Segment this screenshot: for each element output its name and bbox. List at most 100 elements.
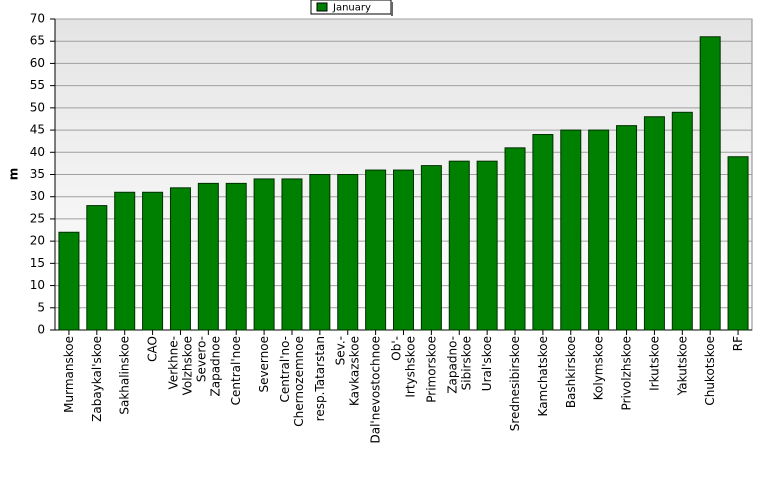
x-tick-label: Srednesibirskoe [508, 336, 522, 431]
label-line: Severo- [194, 336, 208, 382]
y-tick-label: 35 [30, 167, 45, 181]
x-tick-label: Central'noe [229, 336, 243, 405]
y-tick-label: 55 [30, 78, 45, 92]
bar [393, 169, 414, 331]
y-tick-label: 0 [37, 323, 45, 337]
bar [448, 160, 470, 331]
label-line: Srednesibirskoe [508, 336, 522, 431]
x-tick-label: Ural'skoe [480, 336, 494, 391]
label-line: Yakutskoe [675, 336, 689, 396]
x-tick-label: Sev.-Kavkazskoe [333, 336, 361, 406]
label-line: Sibirskoe [459, 336, 473, 390]
y-tick-label: 10 [30, 278, 45, 292]
y-tick-label: 25 [30, 211, 45, 225]
label-line: Irkutskoe [647, 336, 661, 391]
label-line: Central'no- [277, 336, 291, 403]
label-line: Primorskoe [424, 336, 438, 403]
x-tick-label: Murmanskoe [61, 336, 75, 413]
label-line: Sakhalinskoe [117, 336, 131, 415]
bar [142, 191, 164, 331]
legend-label: January [332, 3, 371, 14]
legend-swatch [316, 2, 328, 12]
x-tick-label: resp.Tatarstan [312, 336, 326, 421]
label-line: Privolzhskoe [619, 336, 633, 410]
label-line: Volzhskoe [180, 336, 194, 395]
bar [643, 116, 665, 331]
bar [420, 165, 442, 331]
label-line: Zapadnoe [208, 336, 222, 397]
legend: January [310, 0, 393, 16]
label-line: Central'noe [229, 336, 243, 405]
y-tick-label: 15 [30, 256, 45, 270]
y-tick-label: 20 [30, 234, 45, 248]
bar [560, 129, 582, 331]
y-tick-label: 45 [30, 123, 45, 137]
label-line: Severnoe [257, 336, 271, 393]
label-line: Bashkirskoe [563, 336, 577, 408]
bar [504, 147, 526, 331]
label-line: Ural'skoe [480, 336, 494, 391]
label-line: Kolymskoe [591, 336, 605, 400]
label-line: resp.Tatarstan [312, 336, 326, 421]
bar [86, 205, 108, 331]
y-tick-label: 65 [30, 34, 45, 48]
y-tick-label: 40 [30, 145, 45, 159]
y-tick-label: 30 [30, 189, 45, 203]
x-tick-label: Dal'nevostochnoe [368, 336, 382, 444]
bar [197, 182, 219, 331]
label-line: Chukotskoe [703, 336, 717, 406]
bar [588, 129, 610, 331]
x-tick-label: Severo-Zapadnoe [194, 336, 222, 397]
x-tick-label: Privolzhskoe [619, 336, 633, 410]
bar [616, 125, 638, 331]
x-tick-label: Verkhne-Volzhskoe [166, 336, 194, 395]
label-line: RF [731, 336, 745, 351]
bar [365, 169, 387, 331]
bar [337, 174, 359, 331]
y-tick-label: 60 [30, 56, 45, 70]
x-tick-label: Irkutskoe [647, 336, 661, 391]
bar [476, 160, 498, 331]
x-tick-label: Central'no-Chernozemnoe [277, 336, 305, 427]
x-tick-label: Kolymskoe [591, 336, 605, 400]
y-axis-label: m [7, 168, 21, 181]
x-tick-label: Sakhalinskoe [117, 336, 131, 415]
label-line: Murmanskoe [61, 336, 75, 413]
label-line: Kavkazskoe [347, 336, 361, 406]
x-tick-label: Bashkirskoe [563, 336, 577, 408]
x-tick-label: Zapadno-Sibirskoe [445, 336, 473, 394]
bar [727, 156, 749, 331]
x-tick-label: CAO [145, 336, 159, 362]
bar [699, 36, 721, 331]
x-tick-label: Zabaykal'skoe [89, 336, 103, 422]
y-tick-label: 5 [37, 300, 45, 314]
label-line: CAO [145, 336, 159, 362]
x-tick-label: Severnoe [257, 336, 271, 393]
x-tick-label: Chukotskoe [703, 336, 717, 406]
bar [169, 187, 191, 331]
bar [114, 191, 136, 331]
x-tick-label: RF [731, 336, 745, 351]
bar [253, 178, 275, 331]
x-tick-label: Yakutskoe [675, 336, 689, 396]
bar [671, 111, 693, 331]
label-line: Kamchatskoe [535, 336, 549, 416]
label-line: Irtyshskoe [403, 336, 417, 398]
y-tick-label: 70 [30, 12, 45, 26]
bar [225, 182, 247, 331]
label-line: Zabaykal'skoe [89, 336, 103, 422]
x-tick-label: Ob'-Irtyshskoe [389, 336, 417, 398]
label-line: Sev.- [333, 336, 347, 365]
bar [532, 134, 554, 331]
label-line: Zapadno- [445, 336, 459, 394]
label-line: Ob'- [389, 336, 403, 361]
label-line: Chernozemnoe [291, 336, 305, 427]
x-tick-label: Kamchatskoe [535, 336, 549, 416]
x-tick-label: Primorskoe [424, 336, 438, 403]
bar [281, 178, 303, 331]
label-line: Verkhne- [166, 336, 180, 389]
label-line: Dal'nevostochnoe [368, 336, 382, 444]
bar [309, 174, 331, 331]
y-tick-label: 50 [30, 100, 45, 114]
